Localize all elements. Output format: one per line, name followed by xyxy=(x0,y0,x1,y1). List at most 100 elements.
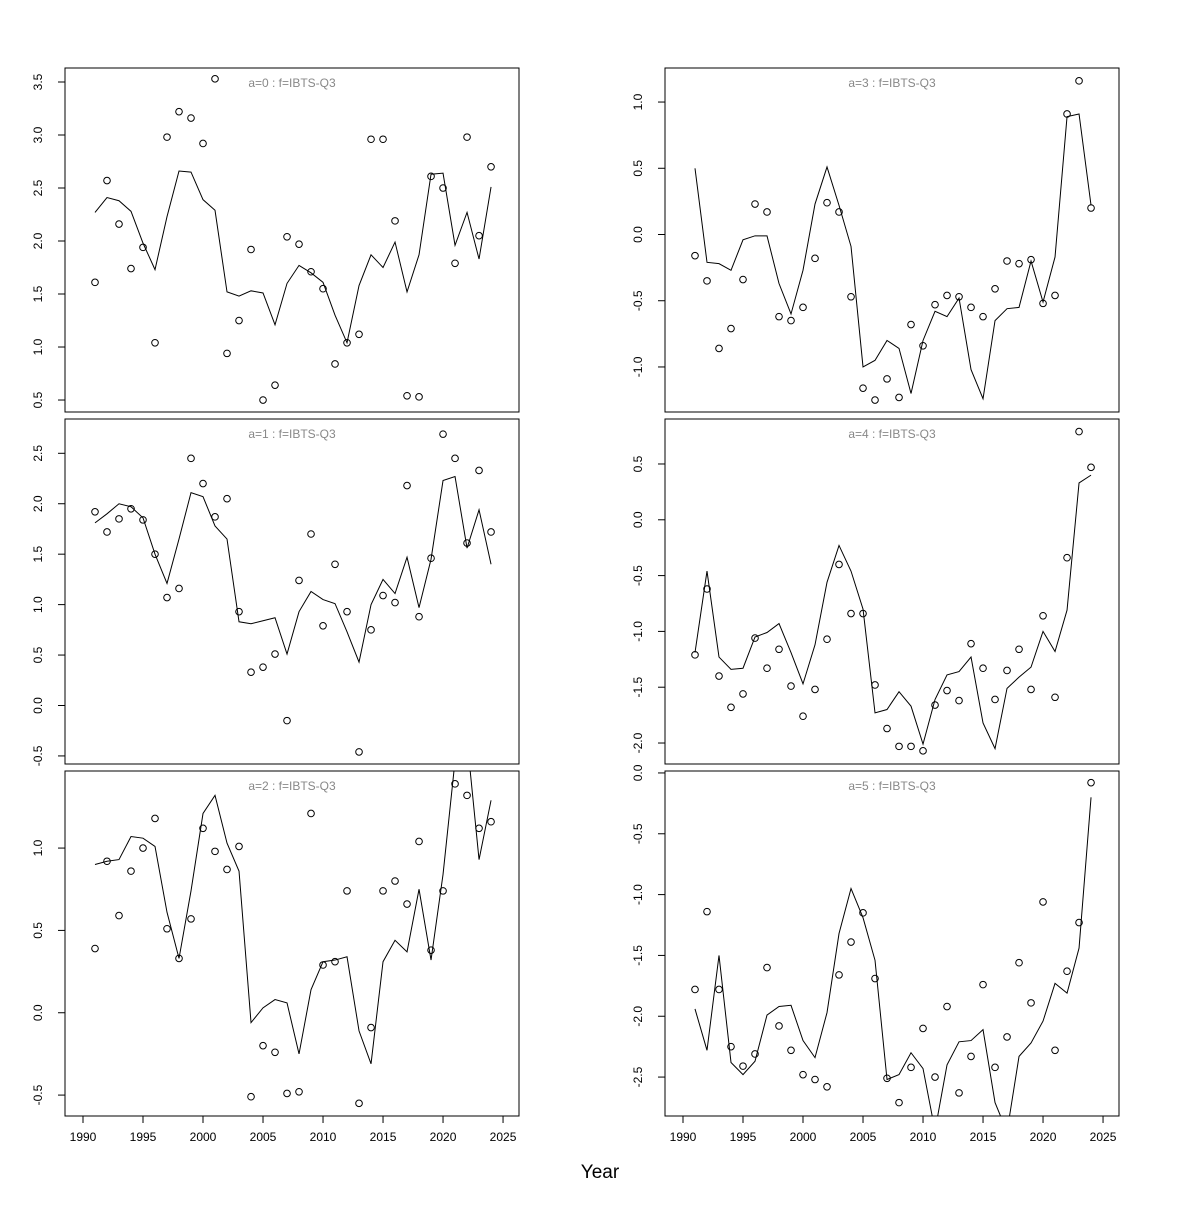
observed-point xyxy=(1015,259,1023,268)
observed-point xyxy=(475,466,483,475)
y-tick-label: 0.5 xyxy=(31,391,45,408)
observed-point xyxy=(247,1092,255,1101)
observed-point xyxy=(163,133,171,141)
observed-point xyxy=(931,300,939,309)
observed-point xyxy=(283,232,291,241)
observed-point xyxy=(391,598,399,607)
observed-point xyxy=(259,663,267,671)
observed-point xyxy=(379,887,387,895)
observed-point xyxy=(367,135,375,144)
observed-point xyxy=(487,528,495,536)
observed-point xyxy=(427,946,435,954)
observed-point xyxy=(391,877,399,885)
y-tick-label: 3.0 xyxy=(31,126,45,143)
observed-point xyxy=(931,701,939,709)
observed-point xyxy=(295,1087,303,1096)
observed-point xyxy=(355,748,363,756)
fitted-line xyxy=(694,474,1092,751)
y-tick-label: -0.5 xyxy=(631,565,645,586)
panel-title: a=4 : f=IBTS-Q3 xyxy=(848,427,936,441)
observed-point xyxy=(223,349,231,358)
observed-point xyxy=(427,172,435,181)
observed-point xyxy=(91,944,99,953)
observed-point xyxy=(979,312,987,321)
panel: a=2 : f=IBTS-Q3 -0.5 0.0 0.5 1.0 1990 1995 2000… xyxy=(31,770,520,1144)
observed-point xyxy=(1015,645,1023,654)
observed-point xyxy=(703,585,711,593)
observed-point xyxy=(1051,693,1059,702)
observed-point xyxy=(235,607,243,616)
observed-point xyxy=(259,396,267,404)
plot-frame xyxy=(664,418,1120,765)
observed-point xyxy=(331,360,339,368)
observed-point xyxy=(799,712,807,721)
observed-point xyxy=(763,963,771,972)
y-tick-label: 1.5 xyxy=(31,546,45,563)
observed-point xyxy=(127,504,135,513)
observed-point xyxy=(127,867,135,875)
observed-point xyxy=(943,686,951,695)
observed-point xyxy=(151,814,159,823)
fitted-line xyxy=(94,475,492,664)
observed-point xyxy=(1027,685,1035,694)
panel-title: a=3 : f=IBTS-Q3 xyxy=(848,76,936,90)
y-tick-label: 1.5 xyxy=(31,285,45,302)
observed-point xyxy=(967,303,975,312)
observed-point xyxy=(151,338,159,347)
observed-point xyxy=(103,176,111,185)
observed-point xyxy=(343,338,351,347)
observed-point xyxy=(883,724,891,733)
observed-point xyxy=(451,780,459,788)
fitted-line xyxy=(694,113,1092,401)
y-tick-label: 2.5 xyxy=(31,445,45,462)
x-tick-label: 1995 xyxy=(130,1130,157,1144)
y-tick-label: 1.0 xyxy=(31,839,45,856)
observed-point xyxy=(1039,299,1047,308)
fitted-line xyxy=(94,771,492,1064)
plot-area xyxy=(91,75,495,404)
x-tick-label: 2015 xyxy=(370,1130,397,1144)
x-tick-label: 2010 xyxy=(310,1130,337,1144)
observed-point xyxy=(991,1063,999,1072)
observed-point xyxy=(811,685,819,694)
observed-point xyxy=(859,909,867,917)
x-tick-label: 2025 xyxy=(1090,1130,1117,1144)
observed-point xyxy=(871,681,879,689)
observed-point xyxy=(1087,463,1095,472)
observed-point xyxy=(283,716,291,725)
y-tick-label: -1.5 xyxy=(631,945,645,966)
observed-point xyxy=(739,690,747,698)
observed-point xyxy=(175,107,183,116)
x-tick-label: 2000 xyxy=(190,1130,217,1144)
observed-point xyxy=(1003,257,1011,265)
plot-frame xyxy=(64,418,520,765)
observed-point xyxy=(739,275,747,284)
observed-point xyxy=(967,639,975,648)
observed-point xyxy=(115,220,123,228)
observed-point xyxy=(307,809,315,818)
y-tick-label: 0.5 xyxy=(631,160,645,177)
panel: a=3 : f=IBTS-Q3 -1.0 -0.5 0.0 0.5 1.0 xyxy=(631,67,1120,413)
observed-point xyxy=(1003,1033,1011,1041)
observed-point xyxy=(415,393,423,401)
observed-point xyxy=(979,664,987,673)
observed-point xyxy=(1051,291,1059,300)
observed-point xyxy=(103,528,111,536)
observed-point xyxy=(139,844,147,852)
x-tick-label: 2025 xyxy=(490,1130,517,1144)
observed-point xyxy=(295,576,303,585)
fitted-line xyxy=(694,797,1092,1116)
observed-point xyxy=(355,1099,363,1108)
y-tick-label: -0.5 xyxy=(31,1084,45,1105)
observed-point xyxy=(463,133,471,141)
observed-point xyxy=(487,163,495,171)
observed-point xyxy=(391,217,399,225)
y-tick-label: -2.5 xyxy=(631,1066,645,1087)
observed-point xyxy=(307,530,315,538)
y-tick-label: 0.0 xyxy=(631,226,645,243)
observed-point xyxy=(835,208,843,216)
observed-point xyxy=(259,1041,267,1050)
panel: a=5 : f=IBTS-Q3 -2.5 -2.0 -1.5 -1.0 -0.5 0.0 19… xyxy=(631,764,1120,1144)
observed-point xyxy=(811,1075,819,1084)
observed-point xyxy=(859,384,867,392)
